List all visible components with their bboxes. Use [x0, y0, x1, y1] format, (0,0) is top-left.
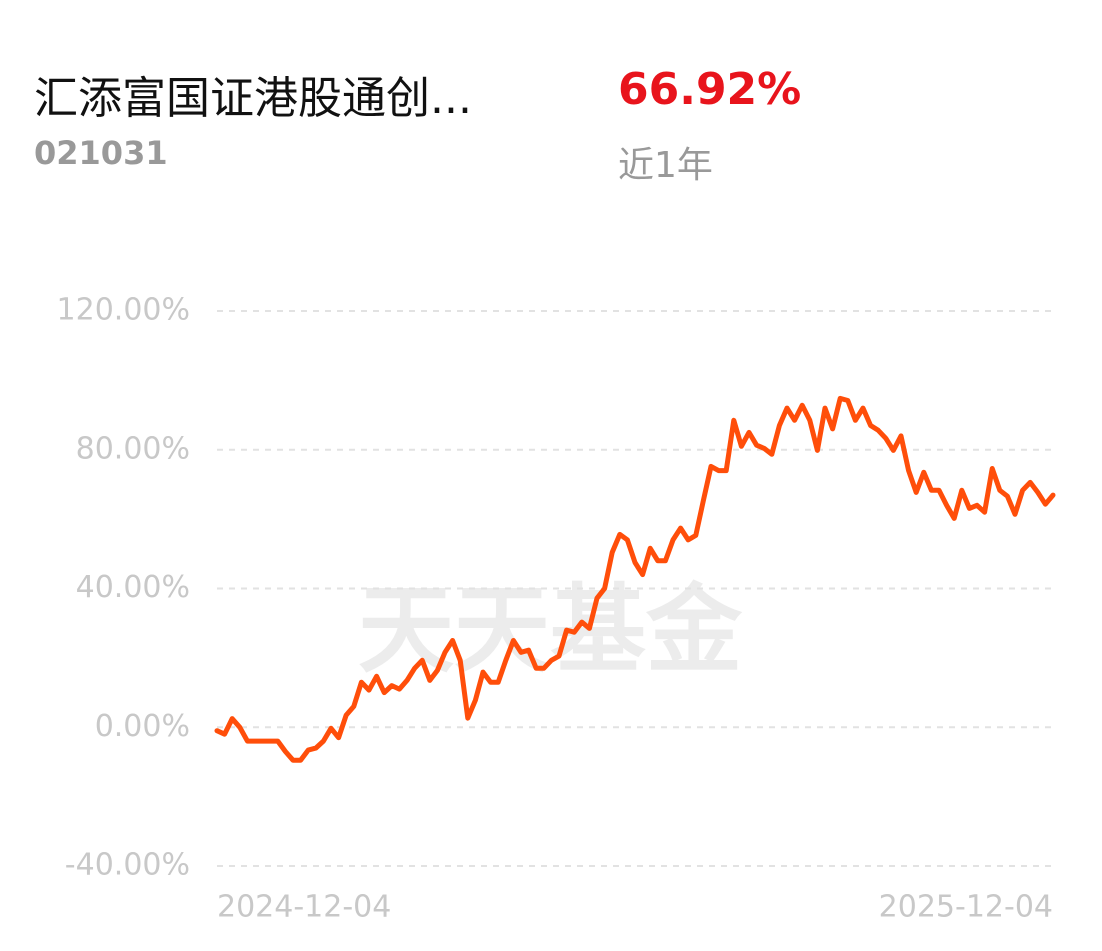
- x-tick-label: 2025-12-04: [879, 890, 1053, 925]
- y-tick-label: 80.00%: [76, 431, 190, 466]
- y-tick-label: 40.00%: [76, 570, 190, 605]
- y-tick-label: 0.00%: [95, 709, 190, 744]
- x-tick-label: 2024-12-04: [217, 890, 391, 925]
- y-tick-label: 120.00%: [57, 293, 190, 328]
- return-period: 近1年: [618, 145, 713, 186]
- fund-name: 汇添富国证港股通创...: [34, 73, 472, 124]
- y-tick-label: -40.00%: [65, 848, 190, 883]
- fund-return: 66.92%: [618, 64, 802, 115]
- fund-code: 021031: [34, 134, 168, 172]
- price-line: [214, 395, 1056, 763]
